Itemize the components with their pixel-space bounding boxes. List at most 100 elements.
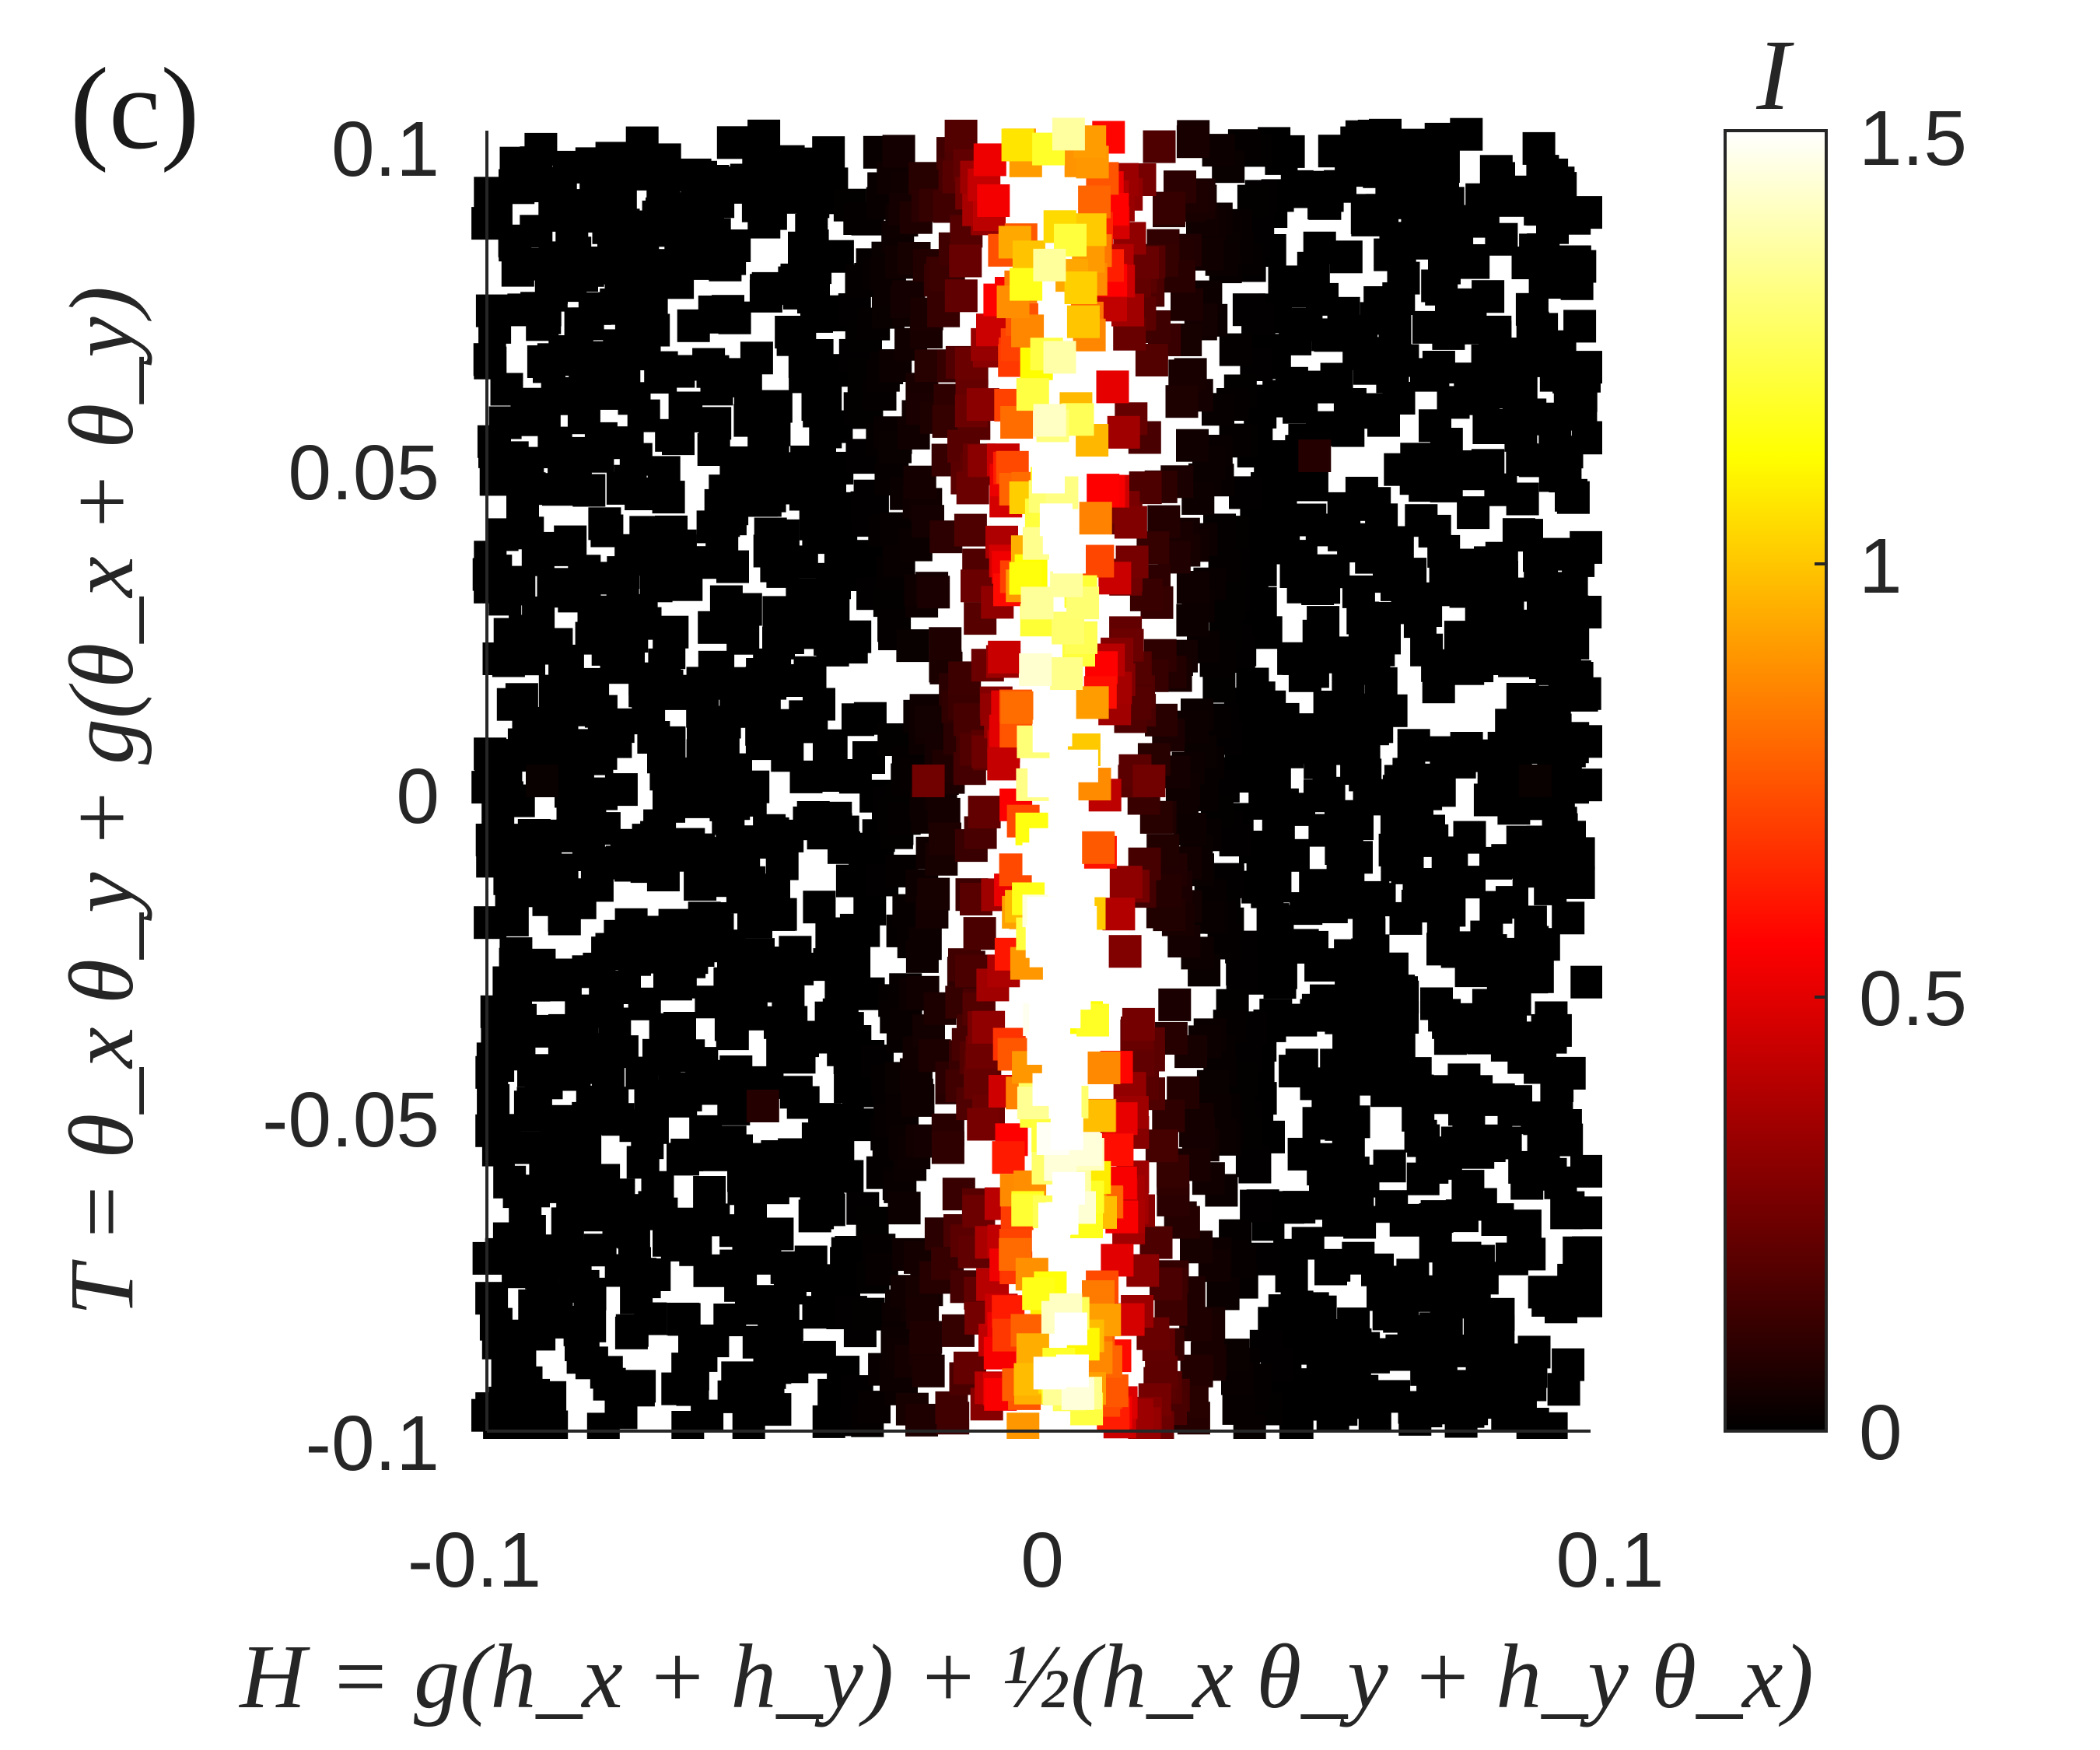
data-point (1397, 729, 1430, 762)
data-point (908, 927, 942, 961)
data-point (1410, 633, 1444, 667)
data-point (653, 789, 685, 823)
data-point (954, 513, 987, 547)
data-point (1054, 1312, 1087, 1346)
data-point (1064, 271, 1097, 304)
data-point (1039, 503, 1073, 537)
data-point (1052, 117, 1085, 151)
data-point (700, 373, 733, 406)
data-point (1046, 907, 1080, 940)
data-point (1277, 642, 1311, 675)
data-point (1132, 765, 1166, 797)
data-point (1279, 1055, 1312, 1088)
data-point (1076, 686, 1109, 719)
data-point (750, 274, 783, 307)
data-point (1232, 293, 1265, 327)
data-point (853, 892, 887, 926)
data-point (1219, 333, 1252, 366)
data-point (852, 1297, 885, 1331)
data-point (1102, 898, 1136, 931)
data-point (1087, 1052, 1121, 1084)
data-point (473, 343, 506, 376)
data-point (963, 917, 996, 950)
data-point (1495, 1242, 1528, 1276)
data-point (1000, 406, 1034, 439)
data-point (475, 294, 509, 327)
data-point (808, 383, 842, 416)
data-point (1241, 870, 1275, 904)
data-point (1275, 1259, 1308, 1293)
data-point (1122, 1007, 1155, 1041)
data-point (634, 1302, 667, 1335)
data-point (1107, 415, 1140, 449)
data-point (1053, 541, 1086, 574)
data-point (1553, 390, 1587, 423)
data-point (1298, 439, 1332, 472)
data-point (1426, 150, 1460, 184)
panel-label: (c) (70, 44, 199, 173)
y-tick-label: 0 (396, 753, 439, 840)
data-point (718, 229, 751, 262)
data-point (535, 1410, 569, 1439)
data-point (1318, 135, 1351, 168)
data-point (931, 1131, 964, 1164)
data-point (653, 726, 686, 759)
data-point (1222, 1391, 1255, 1425)
data-point (663, 1012, 696, 1045)
data-point (668, 391, 702, 425)
data-point (652, 481, 685, 514)
data-point (1081, 544, 1115, 578)
data-point (1268, 265, 1301, 299)
data-point (1176, 429, 1209, 462)
data-point (495, 903, 529, 936)
data-point (838, 620, 872, 653)
data-point (992, 1141, 1025, 1174)
data-point (572, 474, 606, 507)
data-point (698, 407, 732, 440)
data-point (764, 898, 797, 931)
data-point (1165, 385, 1199, 418)
data-point (775, 1343, 808, 1377)
data-point (526, 765, 558, 797)
data-point (598, 1007, 632, 1041)
colorbar-tick-label: 0.5 (1859, 955, 1967, 1042)
data-point (917, 576, 950, 609)
data-point (988, 640, 1021, 674)
data-point (1256, 903, 1290, 936)
data-point (1139, 1226, 1173, 1259)
data-point (935, 1391, 968, 1424)
data-point (1001, 128, 1034, 162)
data-point (1096, 370, 1129, 404)
data-point (623, 1370, 656, 1403)
data-point (831, 1160, 864, 1193)
data-point (1229, 476, 1262, 509)
data-point (1430, 736, 1463, 769)
data-point (1050, 657, 1083, 690)
data-point (1307, 606, 1340, 639)
data-point (737, 770, 770, 803)
plot-area (471, 117, 1602, 1439)
data-point (1020, 586, 1054, 620)
data-point (973, 143, 1006, 177)
data-point (648, 143, 681, 177)
data-point (604, 773, 638, 807)
data-point (1367, 1278, 1399, 1311)
y-tick-label: -0.1 (306, 1400, 439, 1487)
data-point (887, 1192, 921, 1225)
x-tick-label: 0.1 (1556, 1517, 1664, 1604)
data-point (1087, 474, 1120, 507)
data-point (812, 136, 845, 170)
data-point (1510, 1167, 1544, 1200)
data-point (573, 1277, 607, 1311)
data-point (1000, 691, 1034, 724)
data-point (944, 119, 978, 152)
data-point (1302, 1107, 1335, 1140)
data-point (1570, 965, 1602, 999)
y-tick-label: -0.05 (262, 1076, 439, 1164)
data-point (554, 525, 587, 558)
data-point (1420, 987, 1453, 1020)
data-point (929, 627, 962, 660)
data-point (987, 747, 1020, 781)
data-point (901, 1083, 935, 1117)
data-point (818, 566, 851, 600)
